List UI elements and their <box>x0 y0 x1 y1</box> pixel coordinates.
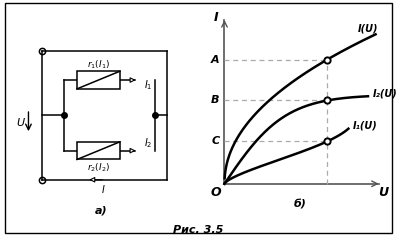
Text: $I_2$: $I_2$ <box>144 136 152 150</box>
Text: б): б) <box>293 200 306 210</box>
Text: A: A <box>211 55 220 65</box>
Text: O: O <box>211 186 222 199</box>
Text: $I_1$: $I_1$ <box>144 78 152 92</box>
Text: а): а) <box>95 206 108 216</box>
Text: Рис. 3.5: Рис. 3.5 <box>173 225 224 235</box>
Text: B: B <box>211 96 220 105</box>
Text: U: U <box>378 186 388 199</box>
Text: I₂(U): I₂(U) <box>372 88 397 98</box>
Text: I(U): I(U) <box>357 23 378 33</box>
Text: I₁(U): I₁(U) <box>353 121 378 131</box>
Text: I: I <box>214 11 218 24</box>
Text: $r_2(I_2)$: $r_2(I_2)$ <box>87 161 110 173</box>
Bar <box>77 142 120 160</box>
Text: $U$: $U$ <box>16 116 26 128</box>
Text: C: C <box>211 136 220 146</box>
Bar <box>77 71 120 89</box>
Text: $r_1(I_1)$: $r_1(I_1)$ <box>87 58 110 71</box>
Text: $I$: $I$ <box>101 183 106 195</box>
